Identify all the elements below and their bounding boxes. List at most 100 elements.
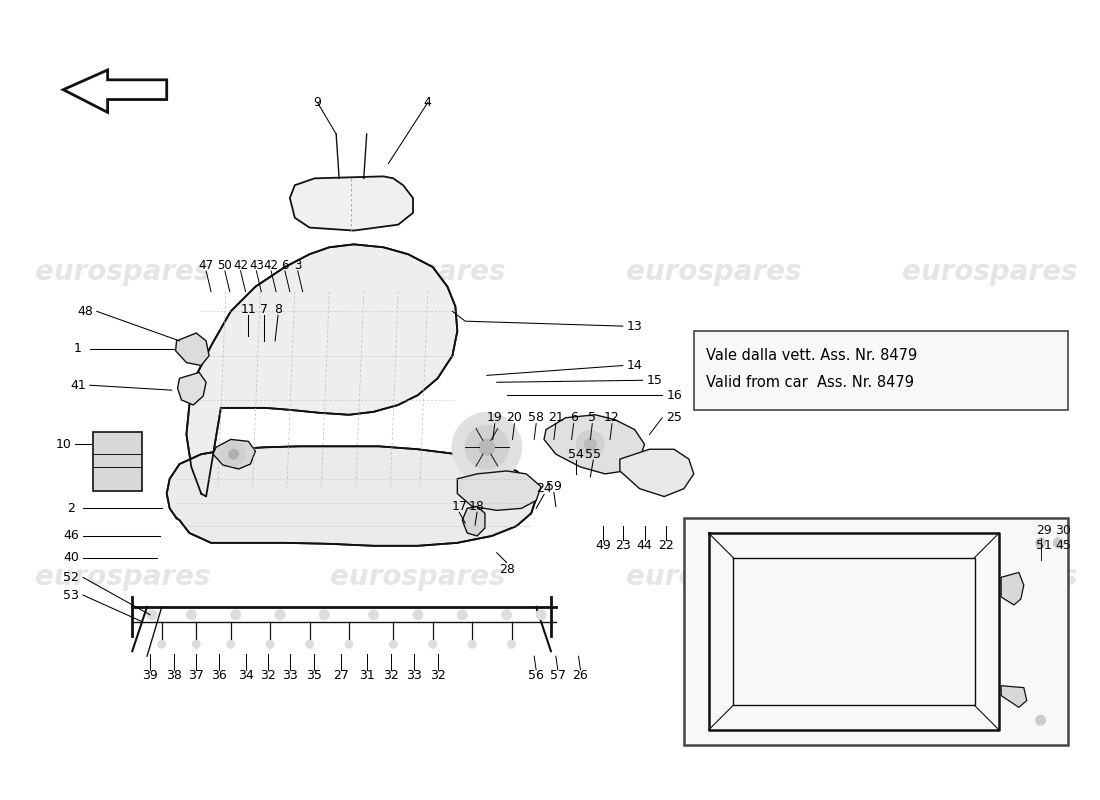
Circle shape — [222, 442, 245, 466]
Polygon shape — [544, 414, 645, 474]
Text: 27: 27 — [333, 670, 349, 682]
Circle shape — [452, 413, 521, 482]
Text: 39: 39 — [142, 670, 157, 682]
Text: 7: 7 — [261, 303, 268, 316]
Text: 58: 58 — [528, 411, 544, 424]
Text: 9: 9 — [314, 96, 321, 109]
Text: 23: 23 — [615, 539, 630, 552]
Bar — [92, 431, 142, 490]
Text: 18: 18 — [469, 500, 485, 513]
Text: 35: 35 — [307, 670, 322, 682]
Circle shape — [412, 610, 422, 620]
Text: eurospares: eurospares — [330, 258, 506, 286]
Polygon shape — [620, 450, 694, 497]
Polygon shape — [167, 446, 536, 546]
Text: 11: 11 — [241, 303, 256, 316]
Circle shape — [158, 640, 166, 648]
Text: 33: 33 — [282, 670, 298, 682]
Circle shape — [266, 640, 274, 648]
Circle shape — [275, 610, 285, 620]
Text: 2: 2 — [67, 502, 75, 515]
Text: 15: 15 — [647, 374, 662, 386]
Circle shape — [478, 439, 495, 455]
Text: 3: 3 — [294, 258, 301, 271]
Text: 34: 34 — [238, 670, 253, 682]
Text: eurospares: eurospares — [902, 258, 1077, 286]
Text: 59: 59 — [546, 480, 562, 493]
Circle shape — [231, 610, 241, 620]
Text: 28: 28 — [498, 563, 515, 576]
Circle shape — [458, 610, 468, 620]
Polygon shape — [290, 176, 412, 230]
Text: eurospares: eurospares — [626, 563, 801, 591]
Text: 32: 32 — [430, 670, 446, 682]
Text: 13: 13 — [627, 320, 642, 333]
Text: 50: 50 — [218, 258, 232, 271]
Text: 43: 43 — [249, 258, 264, 271]
Circle shape — [576, 430, 604, 458]
Circle shape — [429, 640, 437, 648]
Text: eurospares: eurospares — [902, 563, 1077, 591]
Circle shape — [192, 640, 200, 648]
Text: 12: 12 — [604, 411, 620, 424]
Text: 47: 47 — [199, 258, 213, 271]
Polygon shape — [458, 471, 541, 510]
Text: 25: 25 — [667, 411, 682, 424]
Text: 57: 57 — [550, 670, 565, 682]
Text: 31: 31 — [359, 670, 375, 682]
Text: Valid from car  Ass. Nr. 8479: Valid from car Ass. Nr. 8479 — [705, 374, 914, 390]
Bar — [694, 331, 1068, 410]
Text: 41: 41 — [70, 378, 86, 392]
Text: 51: 51 — [1035, 539, 1052, 552]
Circle shape — [469, 640, 476, 648]
Text: 10: 10 — [55, 438, 72, 451]
Circle shape — [368, 610, 378, 620]
Text: 16: 16 — [667, 389, 682, 402]
Polygon shape — [186, 244, 458, 497]
Polygon shape — [213, 439, 255, 469]
Circle shape — [1035, 715, 1045, 725]
Circle shape — [389, 640, 397, 648]
Text: 55: 55 — [585, 448, 602, 461]
Circle shape — [502, 610, 512, 620]
Text: 24: 24 — [536, 482, 552, 495]
Circle shape — [465, 426, 508, 469]
Circle shape — [186, 610, 196, 620]
Text: Vale dalla vett. Ass. Nr. 8479: Vale dalla vett. Ass. Nr. 8479 — [705, 348, 916, 363]
Text: 37: 37 — [188, 670, 205, 682]
Text: 53: 53 — [63, 589, 79, 602]
Text: 42: 42 — [264, 258, 278, 271]
Text: 38: 38 — [166, 670, 182, 682]
Text: 40: 40 — [63, 551, 79, 564]
Polygon shape — [1001, 573, 1024, 605]
Text: 32: 32 — [384, 670, 399, 682]
Text: 14: 14 — [627, 359, 642, 372]
Text: 46: 46 — [64, 530, 79, 542]
Circle shape — [306, 640, 313, 648]
Text: 29: 29 — [1035, 523, 1052, 537]
Text: eurospares: eurospares — [34, 563, 210, 591]
Polygon shape — [176, 333, 209, 366]
Text: 49: 49 — [595, 539, 610, 552]
Text: 54: 54 — [568, 448, 583, 461]
Text: 17: 17 — [451, 500, 468, 513]
Circle shape — [584, 438, 596, 450]
Text: eurospares: eurospares — [626, 258, 801, 286]
Circle shape — [319, 610, 329, 620]
Text: 48: 48 — [77, 305, 92, 318]
Text: 26: 26 — [573, 670, 588, 682]
Circle shape — [536, 610, 546, 620]
Text: 33: 33 — [406, 670, 422, 682]
Text: 1: 1 — [74, 342, 82, 355]
Text: 22: 22 — [658, 539, 674, 552]
Text: 21: 21 — [548, 411, 563, 424]
Circle shape — [1054, 538, 1064, 548]
Polygon shape — [64, 70, 167, 112]
Text: 45: 45 — [1055, 539, 1071, 552]
Text: eurospares: eurospares — [34, 258, 210, 286]
Polygon shape — [177, 373, 206, 405]
Text: 19: 19 — [487, 411, 503, 424]
Text: eurospares: eurospares — [330, 563, 506, 591]
Text: 42: 42 — [233, 258, 249, 271]
Circle shape — [147, 610, 157, 620]
